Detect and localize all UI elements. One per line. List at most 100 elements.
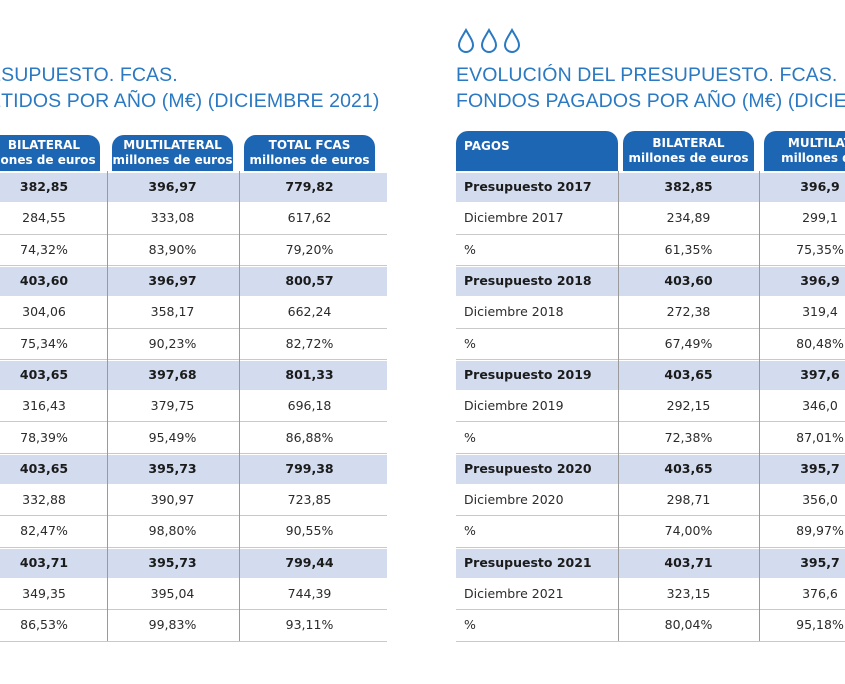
table-cell: % [464, 429, 476, 445]
table-cell: % [464, 617, 476, 633]
table-cell: 801,33 [285, 366, 334, 382]
table-cell: 396,9 [800, 179, 840, 195]
table-cell: Diciembre 2021 [464, 586, 564, 602]
header-line2: millones de euros [112, 153, 233, 167]
table-cell: 382,85 [19, 179, 69, 195]
table-cell: Presupuesto 2021 [464, 554, 592, 570]
table-cell: 316,43 [22, 398, 66, 414]
table-cell: Diciembre 2018 [464, 304, 564, 320]
column-divider [107, 171, 108, 641]
table-row: Presupuesto 2020 403,65 395,7 [456, 453, 845, 484]
table-cell: 403,71 [19, 554, 69, 570]
table-cell: 86,88% [285, 429, 334, 445]
table-cell: 298,71 [666, 492, 711, 508]
table-cell: 284,55 [22, 210, 66, 226]
table-cell: 292,15 [666, 398, 711, 414]
table-cell: 395,73 [148, 554, 197, 570]
table-cell: 696,18 [287, 398, 332, 414]
table-cell: 304,06 [22, 304, 66, 320]
table-cell: 89,97% [796, 523, 844, 539]
table-cell: 86,53% [20, 617, 68, 633]
right-title-line2: FONDOS PAGADOS POR AÑO (M€) (DICIE [456, 90, 845, 112]
table-cell: 379,75 [150, 398, 195, 414]
water-drops [456, 28, 522, 54]
header-line1: BILATERAL [7, 138, 81, 152]
row-divider [0, 233, 387, 235]
table-cell: Presupuesto 2018 [464, 273, 592, 289]
header-line1: BILATERAL [652, 136, 725, 150]
table-cell: 617,62 [287, 210, 332, 226]
table-row: 332,88 390,97 723,85 [0, 484, 387, 515]
table-cell: Diciembre 2020 [464, 492, 564, 508]
row-divider [0, 327, 387, 329]
table-cell: 72,38% [664, 429, 713, 445]
table-row: 316,43 379,75 696,18 [0, 390, 387, 421]
table-cell: 356,0 [802, 492, 838, 508]
table-row: 75,34% 90,23% 82,72% [0, 328, 387, 359]
table-row: 284,55 333,08 617,62 [0, 202, 387, 233]
table-row: % 61,35% 75,35% [456, 234, 845, 265]
table-cell: 723,85 [287, 492, 332, 508]
header-line2: millones de euros [249, 153, 370, 167]
row-divider [0, 546, 387, 548]
table-cell: 99,83% [148, 617, 197, 633]
row-highlight [456, 360, 845, 391]
table-cell: 82,72% [285, 335, 334, 351]
table-row: % 80,04% 95,18% [456, 609, 845, 640]
table-row: Diciembre 2019 292,15 346,0 [456, 390, 845, 421]
table-cell: 75,35% [796, 241, 844, 257]
table-row: 86,53% 99,83% 93,11% [0, 609, 387, 640]
table-cell: 87,01% [796, 429, 844, 445]
row-divider [456, 421, 845, 423]
table-cell: 396,9 [800, 273, 840, 289]
water-drop-icon [503, 28, 521, 53]
table-cell: 397,6 [800, 366, 840, 382]
table-cell: 396,97 [148, 273, 197, 289]
header-line1: MULTILATERAL [123, 138, 222, 152]
row-divider [456, 358, 845, 360]
table-cell: 95,18% [796, 617, 844, 633]
table-cell: 395,7 [800, 460, 840, 476]
table-cell: 83,90% [148, 241, 197, 257]
table-cell: Presupuesto 2020 [464, 460, 592, 476]
table-cell: 382,85 [664, 179, 713, 195]
table-cell: 662,24 [287, 304, 332, 320]
row-highlight [456, 266, 845, 297]
row-divider [0, 640, 387, 642]
table-cell: 272,38 [666, 304, 711, 320]
header-line2: millones de [781, 151, 845, 165]
table-cell: 403,71 [664, 554, 713, 570]
header-line1: MULTILAT [787, 136, 845, 150]
table-cell: 800,57 [285, 273, 334, 289]
table-cell: 346,0 [802, 398, 838, 414]
table-cell: 403,60 [19, 273, 69, 289]
table-cell: 390,97 [150, 492, 195, 508]
row-divider [456, 515, 845, 517]
row-divider [456, 640, 845, 642]
table-row: 78,39% 95,49% 86,88% [0, 421, 387, 452]
row-highlight [456, 548, 845, 578]
table-cell: 358,17 [150, 304, 195, 320]
table-cell: Presupuesto 2017 [464, 179, 592, 195]
left-title-line1: ESUPUESTO. FCAS. [0, 64, 178, 86]
table-row: % 74,00% 89,97% [456, 515, 845, 546]
row-divider [456, 546, 845, 548]
table-cell: 299,1 [802, 210, 838, 226]
table-cell: 403,65 [664, 460, 713, 476]
table-row: 403,65 397,68 801,33 [0, 359, 387, 390]
table-row: Presupuesto 2017 382,85 396,9 [456, 171, 845, 202]
table-cell: 397,68 [148, 366, 197, 382]
table-cell: 79,20% [285, 241, 334, 257]
table-row: Presupuesto 2021 403,71 395,7 [456, 547, 845, 578]
table-cell: 395,73 [148, 460, 197, 476]
table-row: 403,60 396,97 800,57 [0, 265, 387, 296]
row-divider [456, 452, 845, 454]
table-row: 403,65 395,73 799,38 [0, 453, 387, 484]
table-row: % 67,49% 80,48% [456, 328, 845, 359]
row-divider [456, 609, 845, 611]
table-cell: 376,6 [802, 586, 838, 602]
header-line2: millones de euros [628, 151, 749, 165]
row-highlight [0, 360, 387, 391]
header-tab: TOTAL FCAS millones de euros [244, 135, 375, 171]
header-tab: BILATERAL llones de euros [0, 135, 100, 171]
